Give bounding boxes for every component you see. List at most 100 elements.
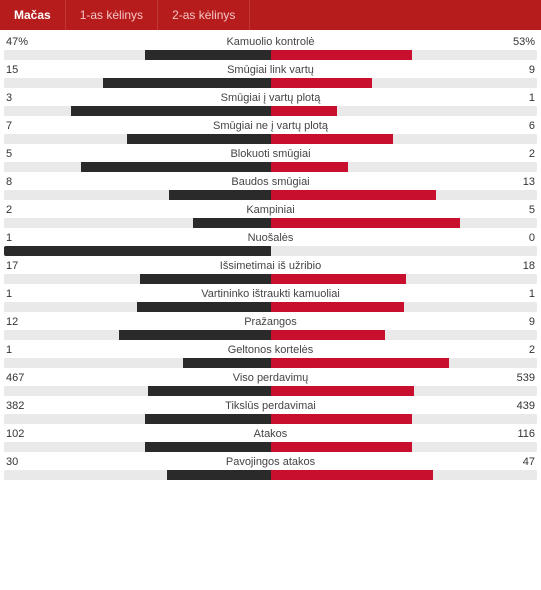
stat-header: 8Baudos smūgiai13	[4, 176, 537, 190]
stat-left-value: 102	[6, 428, 50, 440]
bar-fill-left	[183, 358, 271, 368]
bar-half-right	[271, 246, 538, 256]
bar-fill-right	[271, 50, 412, 60]
stat-row: 467Viso perdavimų539	[4, 372, 537, 396]
stat-right-value: 53%	[491, 36, 535, 48]
stat-right-value: 18	[491, 260, 535, 272]
bar-half-left	[4, 218, 271, 228]
stat-bar-track	[4, 162, 537, 172]
stat-bar-track	[4, 302, 537, 312]
stat-row: 2Kampiniai5	[4, 204, 537, 228]
bar-fill-right	[271, 162, 348, 172]
stat-right-value: 2	[491, 344, 535, 356]
stat-left-value: 30	[6, 456, 50, 468]
match-stats-widget: Mačas1-as kėlinys2-as kėlinys 47%Kamuoli…	[0, 0, 541, 486]
stat-right-value: 116	[491, 428, 535, 440]
bar-half-left	[4, 134, 271, 144]
stat-bar-track	[4, 246, 537, 256]
stat-header: 7Smūgiai ne į vartų plotą6	[4, 120, 537, 134]
tab-2[interactable]: 2-as kėlinys	[158, 0, 250, 30]
bar-fill-right	[271, 302, 404, 312]
bar-fill-left	[71, 106, 271, 116]
stat-label: Vartininko ištraukti kamuoliai	[50, 288, 491, 300]
bar-fill-left	[145, 442, 270, 452]
bar-fill-left	[145, 414, 270, 424]
stat-row: 12Pražangos9	[4, 316, 537, 340]
stat-label: Smūgiai ne į vartų plotą	[50, 120, 491, 132]
stat-label: Baudos smūgiai	[50, 176, 491, 188]
bar-half-right	[271, 302, 538, 312]
stat-row: 7Smūgiai ne į vartų plotą6	[4, 120, 537, 144]
stat-bar-track	[4, 330, 537, 340]
bar-half-left	[4, 246, 271, 256]
bar-fill-right	[271, 442, 412, 452]
tab-0[interactable]: Mačas	[0, 0, 66, 30]
bar-fill-left	[169, 190, 270, 200]
bar-half-right	[271, 442, 538, 452]
bar-half-left	[4, 106, 271, 116]
stat-right-value: 439	[491, 400, 535, 412]
stat-left-value: 5	[6, 148, 50, 160]
bar-fill-left	[148, 386, 271, 396]
bar-half-right	[271, 190, 538, 200]
stat-header: 47%Kamuolio kontrolė53%	[4, 36, 537, 50]
stat-bar-track	[4, 106, 537, 116]
bar-fill-right	[271, 106, 338, 116]
bar-half-right	[271, 330, 538, 340]
stat-row: 17Išsimetimai iš užribio18	[4, 260, 537, 284]
stat-label: Blokuoti smūgiai	[50, 148, 491, 160]
stat-header: 102Atakos116	[4, 428, 537, 442]
stat-right-value: 9	[491, 64, 535, 76]
bar-fill-right	[271, 274, 407, 284]
stat-header: 1Nuošalės0	[4, 232, 537, 246]
bar-half-right	[271, 386, 538, 396]
stat-label: Viso perdavimų	[50, 372, 491, 384]
bar-fill-left	[193, 218, 270, 228]
stat-right-value: 539	[491, 372, 535, 384]
stat-right-value: 47	[491, 456, 535, 468]
stat-label: Tikslūs perdavimai	[50, 400, 491, 412]
stat-bar-track	[4, 414, 537, 424]
bar-fill-right	[271, 470, 434, 480]
bar-half-left	[4, 190, 271, 200]
bar-fill-left	[103, 78, 271, 88]
bar-half-right	[271, 162, 538, 172]
stat-bar-track	[4, 274, 537, 284]
stat-header: 5Blokuoti smūgiai2	[4, 148, 537, 162]
stat-row: 15Smūgiai link vartų9	[4, 64, 537, 88]
bar-half-right	[271, 106, 538, 116]
stat-label: Nuošalės	[50, 232, 491, 244]
bar-fill-left	[140, 274, 271, 284]
stat-bar-track	[4, 190, 537, 200]
stat-left-value: 17	[6, 260, 50, 272]
stat-label: Kampiniai	[50, 204, 491, 216]
bar-half-right	[271, 358, 538, 368]
stat-bar-track	[4, 470, 537, 480]
stat-right-value: 1	[491, 92, 535, 104]
stat-right-value: 1	[491, 288, 535, 300]
bar-fill-left	[145, 50, 270, 60]
bar-half-left	[4, 274, 271, 284]
bar-fill-left	[81, 162, 270, 172]
stat-left-value: 467	[6, 372, 50, 384]
bar-half-right	[271, 414, 538, 424]
bar-fill-left	[4, 246, 271, 256]
bar-half-right	[271, 134, 538, 144]
stat-left-value: 12	[6, 316, 50, 328]
stat-label: Atakos	[50, 428, 491, 440]
bar-half-left	[4, 330, 271, 340]
tab-1[interactable]: 1-as kėlinys	[66, 0, 158, 30]
stat-row: 1Geltonos kortelės2	[4, 344, 537, 368]
bar-fill-right	[271, 386, 415, 396]
bar-fill-left	[127, 134, 271, 144]
stat-row: 1Vartininko ištraukti kamuoliai1	[4, 288, 537, 312]
stat-right-value: 2	[491, 148, 535, 160]
bar-half-right	[271, 78, 538, 88]
stat-row: 3Smūgiai į vartų plotą1	[4, 92, 537, 116]
stat-label: Pavojingos atakos	[50, 456, 491, 468]
stat-bar-track	[4, 218, 537, 228]
stat-row: 1Nuošalės0	[4, 232, 537, 256]
stat-header: 17Išsimetimai iš užribio18	[4, 260, 537, 274]
stat-bar-track	[4, 386, 537, 396]
stat-bar-track	[4, 442, 537, 452]
